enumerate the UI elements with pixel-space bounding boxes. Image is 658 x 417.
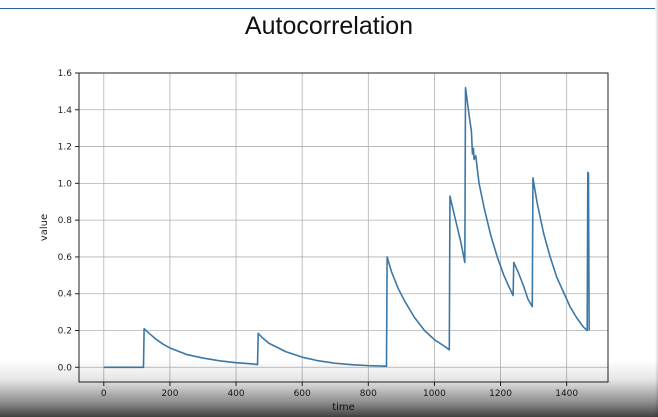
window-edge (655, 0, 658, 417)
x-tick-label: 600 (294, 389, 311, 399)
y-tick-label: 0.6 (58, 253, 73, 263)
y-tick-label: 1.0 (58, 179, 73, 189)
x-tick-label: 0 (101, 389, 107, 399)
y-tick-label: 0.8 (58, 216, 73, 226)
y-axis-label: value (39, 214, 50, 241)
x-tick-label: 200 (161, 389, 178, 399)
y-tick-label: 1.6 (58, 69, 73, 79)
x-tick-label: 1000 (423, 389, 446, 399)
x-tick-label: 1400 (555, 389, 578, 399)
grid (79, 72, 608, 382)
x-axis-label: time (332, 402, 355, 413)
x-tick-label: 1200 (489, 389, 512, 399)
header-rule (0, 8, 658, 9)
y-tick-label: 1.2 (58, 143, 72, 153)
series-line (103, 86, 590, 369)
y-tick-label: 0.4 (58, 290, 73, 300)
slide-title: Autocorrelation (244, 12, 414, 40)
y-tick-label: 0.2 (58, 327, 72, 337)
x-tick-label: 800 (360, 389, 377, 399)
x-tick-label: 400 (227, 389, 244, 399)
plot-frame (78, 72, 609, 383)
y-tick-label: 1.4 (58, 106, 73, 116)
y-tick-label: 0.0 (58, 363, 73, 373)
